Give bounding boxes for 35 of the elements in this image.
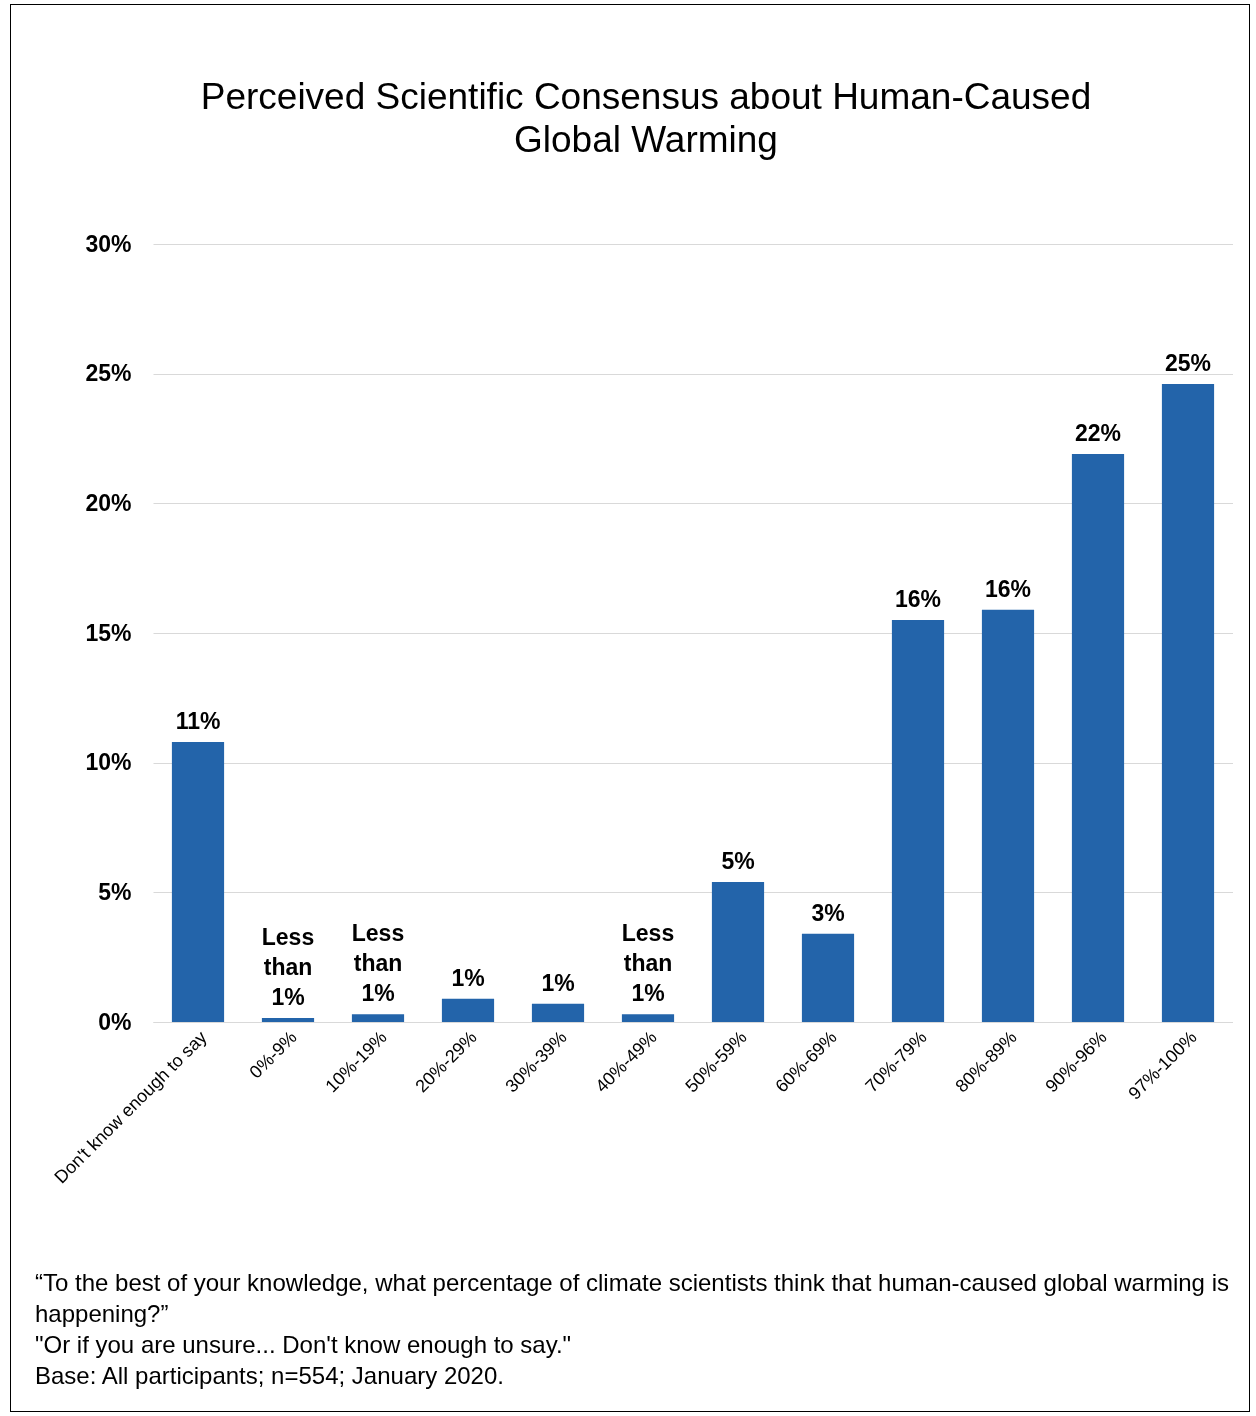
bar bbox=[801, 933, 855, 1022]
text: “To the best of your knowledge, what percentage of climate scientists think that human-caused global warming is happening?” bbox=[35, 1268, 1230, 1329]
y-tick-label: 15% bbox=[85, 619, 132, 646]
y-tick-label: 30% bbox=[85, 230, 132, 257]
data-label: 16% bbox=[894, 586, 942, 613]
bar bbox=[981, 609, 1035, 1022]
bar bbox=[621, 1014, 675, 1022]
text: "Or if you are unsure... Don't know enough to say." bbox=[35, 1330, 573, 1360]
bar bbox=[1161, 384, 1215, 1022]
chart-title: Perceived Scientific Consensus about Human-Caused Global Warming bbox=[199, 75, 1093, 161]
data-label: 25% bbox=[1164, 350, 1212, 377]
data-label: Less than 1% bbox=[351, 920, 405, 1007]
y-tick-label: 10% bbox=[85, 749, 132, 776]
bar bbox=[1071, 454, 1125, 1022]
bar bbox=[531, 1003, 585, 1022]
data-label: Less than 1% bbox=[621, 920, 675, 1007]
y-tick-label: 20% bbox=[85, 489, 132, 516]
data-label: 16% bbox=[984, 575, 1032, 602]
bar bbox=[171, 741, 225, 1022]
data-label: 1% bbox=[451, 964, 485, 991]
data-label: 11% bbox=[175, 707, 221, 734]
data-label: 22% bbox=[1074, 420, 1122, 447]
bar bbox=[711, 881, 765, 1022]
bar bbox=[441, 998, 495, 1022]
data-label: 3% bbox=[811, 899, 845, 926]
bar bbox=[351, 1014, 405, 1022]
data-label: Less than 1% bbox=[261, 924, 315, 1011]
y-tick-label: 5% bbox=[98, 878, 132, 905]
bar bbox=[261, 1018, 315, 1022]
y-tick-label: 25% bbox=[85, 360, 132, 387]
bar bbox=[891, 620, 945, 1022]
y-tick-label: 0% bbox=[98, 1008, 132, 1035]
data-label: 5% bbox=[721, 847, 755, 874]
text: Base: All participants; n=554; January 2020. bbox=[35, 1361, 505, 1391]
data-label: 1% bbox=[541, 969, 575, 996]
